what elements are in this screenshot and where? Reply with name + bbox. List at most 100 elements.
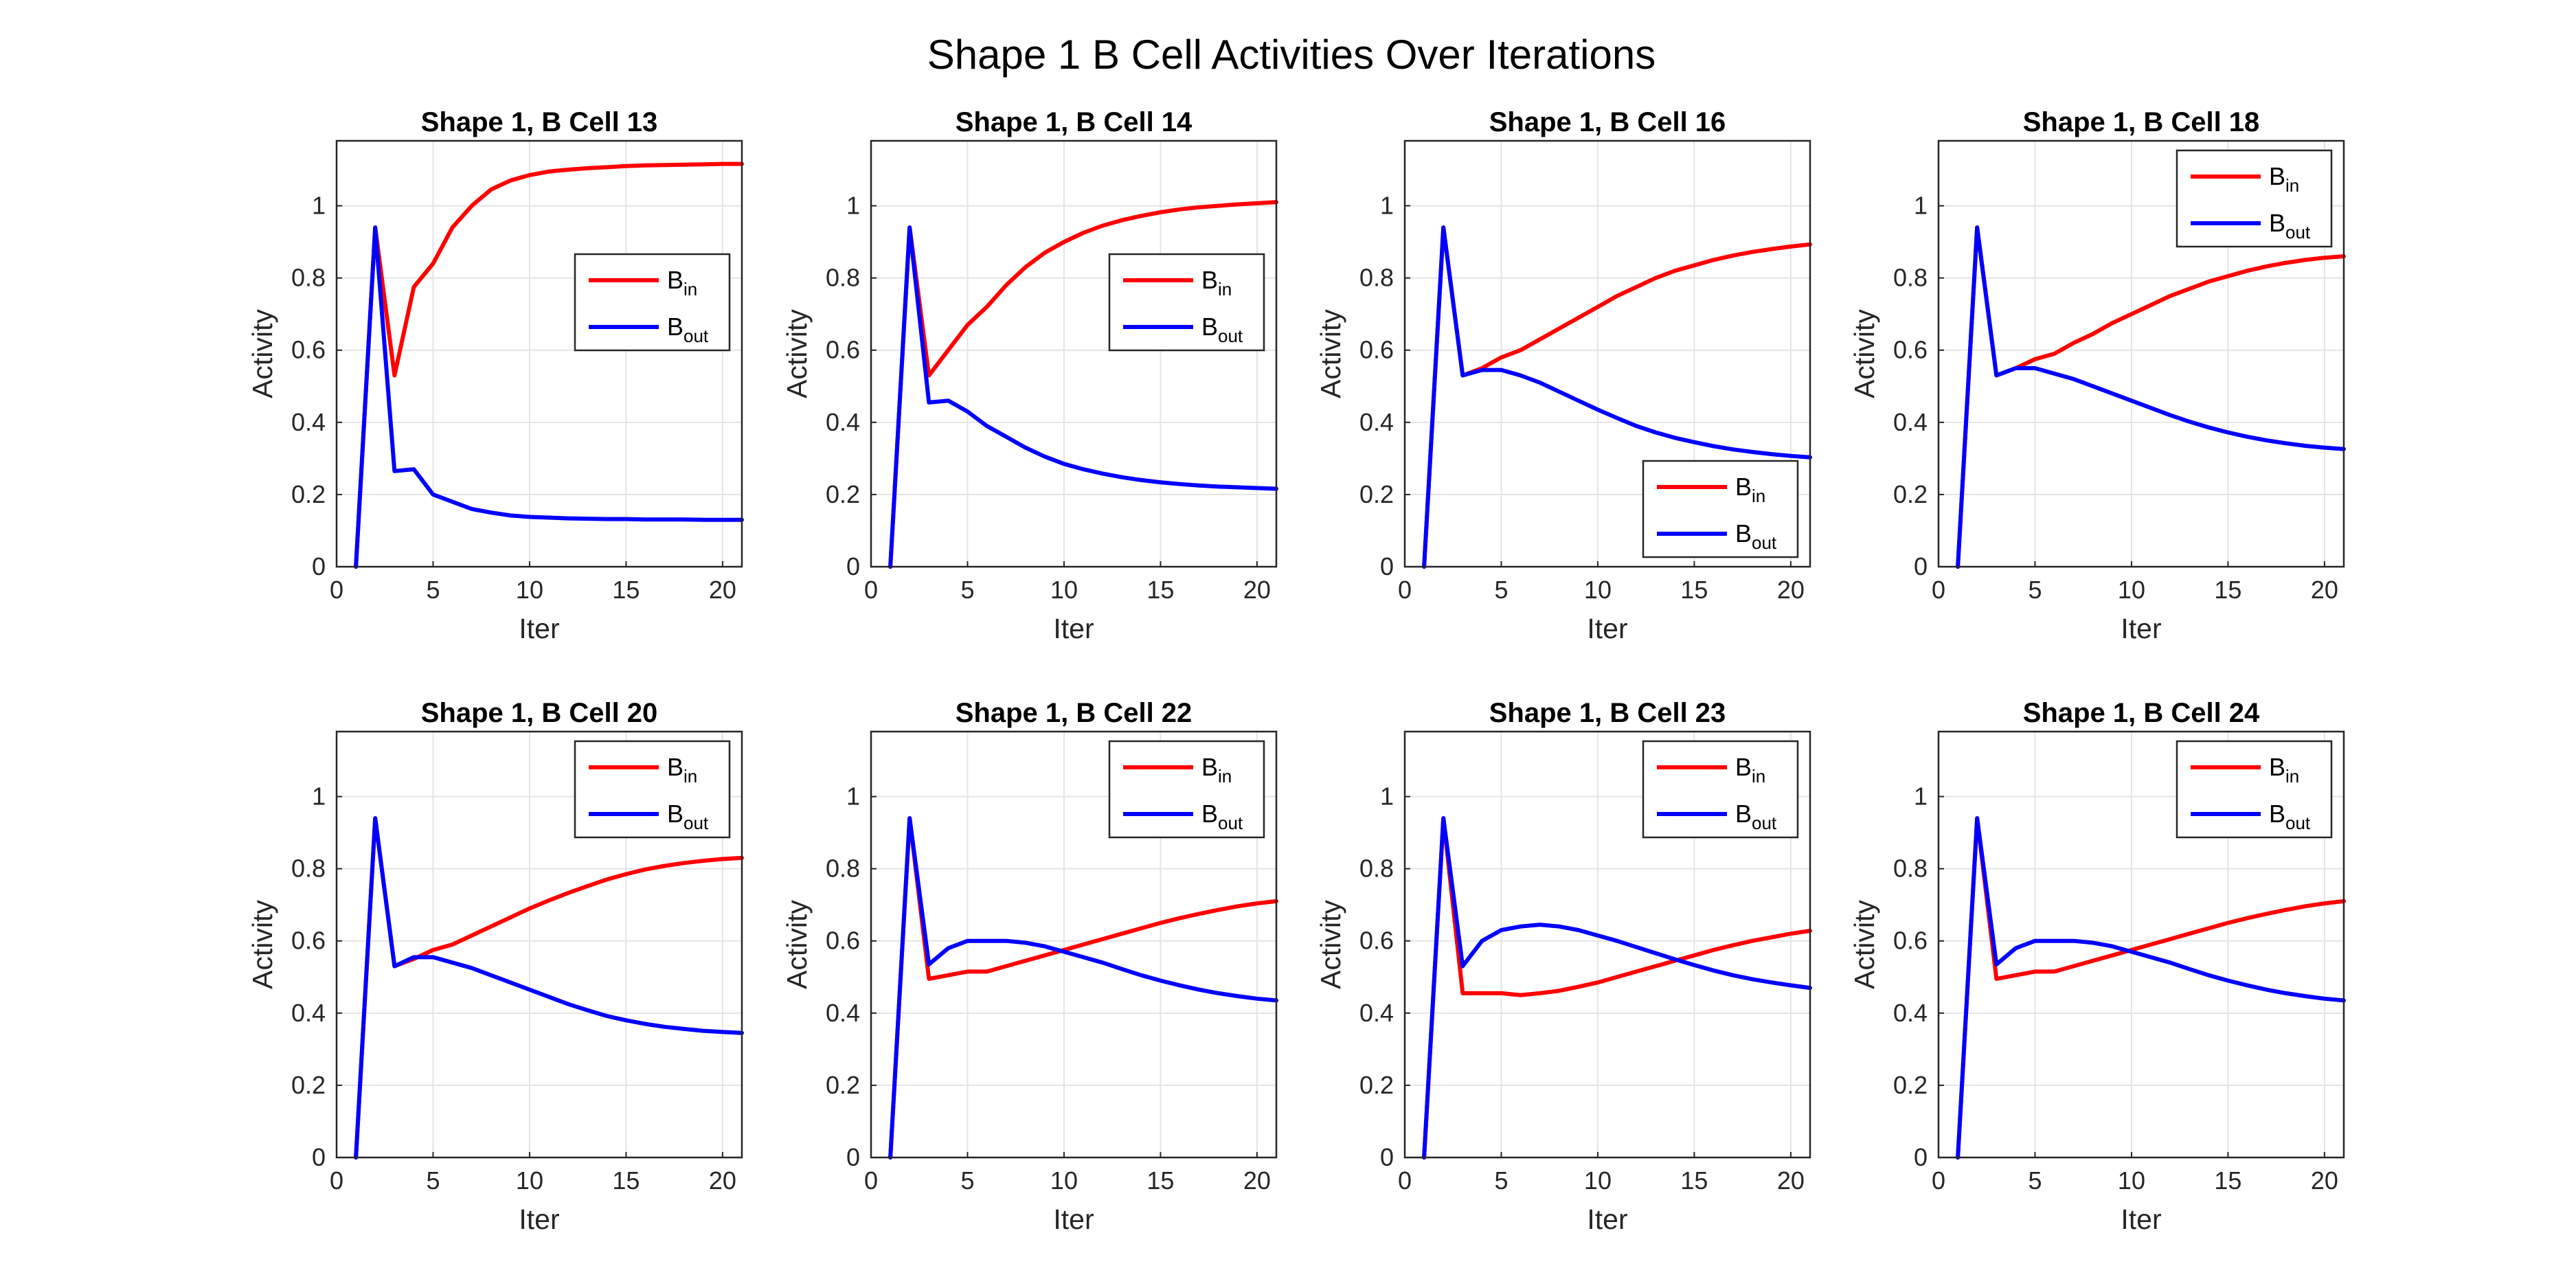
y-tick-label: 0.6 bbox=[1893, 927, 1928, 955]
x-tick-label: 20 bbox=[1777, 576, 1805, 604]
x-tick-label: 10 bbox=[516, 1166, 543, 1195]
x-tick-label: 20 bbox=[709, 1166, 736, 1195]
axes-box bbox=[1937, 730, 2345, 1159]
y-tick-label: 0 bbox=[1380, 552, 1394, 580]
y-axis-label: Activity bbox=[1849, 900, 1880, 989]
y-tick-label: 0.2 bbox=[1359, 1071, 1394, 1099]
subplot: 0 5 10 15 20 0 0.2 0.4 0.6 0.8 1 Iter Activity Shape … bbox=[247, 107, 744, 644]
y-tick-label: 0.4 bbox=[291, 999, 326, 1027]
axes-box bbox=[335, 139, 743, 568]
legend: Bin Bout bbox=[1108, 253, 1265, 352]
plot-area bbox=[871, 141, 1276, 567]
x-tick-label: 15 bbox=[612, 576, 640, 604]
y-axis-label: Activity bbox=[247, 309, 278, 398]
x-tick-label: 20 bbox=[1243, 1166, 1271, 1195]
subplot-title: Shape 1, B Cell 14 bbox=[956, 107, 1193, 137]
series-line-bin bbox=[1956, 816, 2346, 1160]
y-tick-label: 0 bbox=[1380, 1143, 1394, 1171]
y-tick-label: 1 bbox=[1914, 192, 1928, 220]
x-axis-label: Iter bbox=[1053, 1204, 1094, 1235]
y-tick-label: 0.4 bbox=[1893, 408, 1928, 436]
subplot: 0 5 10 15 20 0 0.2 0.4 0.6 0.8 1 Iter Activity Shape … bbox=[781, 698, 1278, 1235]
y-tick-label: 0 bbox=[846, 1143, 860, 1171]
y-tick-label: 1 bbox=[846, 192, 860, 220]
x-tick-label: 15 bbox=[2214, 1166, 2241, 1195]
y-tick-label: 0.6 bbox=[1893, 336, 1928, 364]
y-tick-label: 0.2 bbox=[291, 1071, 326, 1099]
series-line-bin bbox=[354, 161, 744, 569]
legend-box bbox=[574, 253, 731, 352]
x-tick-label: 20 bbox=[2311, 1166, 2338, 1195]
x-tick-label: 0 bbox=[330, 1166, 343, 1195]
y-tick-label: 0 bbox=[846, 552, 860, 580]
legend-box bbox=[1642, 460, 1799, 558]
y-tick-label: 1 bbox=[1380, 192, 1394, 220]
x-axis-label: Iter bbox=[2121, 1204, 2161, 1235]
subplot: 0 5 10 15 20 0 0.2 0.4 0.6 0.8 1 Iter Activity Shape … bbox=[1315, 698, 1812, 1235]
subplot-title: Shape 1, B Cell 20 bbox=[421, 698, 658, 728]
legend-box bbox=[1108, 253, 1265, 352]
y-tick-label: 0.4 bbox=[1359, 408, 1394, 436]
series-line-bout bbox=[1956, 225, 2346, 569]
x-tick-label: 5 bbox=[960, 1166, 974, 1195]
x-tick-label: 0 bbox=[1398, 576, 1412, 604]
subplot-title: Shape 1, B Cell 13 bbox=[421, 107, 658, 137]
y-tick-label: 0 bbox=[1914, 1143, 1928, 1171]
y-tick-label: 0 bbox=[312, 1143, 326, 1171]
legend-box bbox=[2176, 149, 2333, 248]
series-line-bout bbox=[354, 225, 744, 569]
y-axis-label: Activity bbox=[1315, 900, 1346, 989]
series-line-bout bbox=[1422, 225, 1812, 569]
x-tick-label: 5 bbox=[426, 576, 440, 604]
subplot: 0 5 10 15 20 0 0.2 0.4 0.6 0.8 1 Iter Activity Shape … bbox=[247, 698, 744, 1235]
x-axis-label: Iter bbox=[1587, 1204, 1627, 1235]
legend-label-bout: Bout bbox=[2269, 800, 2311, 833]
y-axis-label: Activity bbox=[1849, 309, 1880, 398]
series-line-bin bbox=[888, 816, 1278, 1160]
subplot-title: Shape 1, B Cell 22 bbox=[956, 698, 1193, 728]
y-tick-label: 0.8 bbox=[826, 264, 860, 292]
legend-box bbox=[2176, 740, 2333, 839]
x-tick-label: 5 bbox=[2028, 576, 2042, 604]
x-tick-label: 5 bbox=[2028, 1166, 2042, 1195]
y-tick-label: 1 bbox=[312, 782, 326, 811]
series-line-bin bbox=[1422, 816, 1812, 1160]
y-tick-label: 0.8 bbox=[291, 855, 326, 883]
series-line-bout bbox=[888, 816, 1278, 1160]
legend-box bbox=[1108, 740, 1265, 839]
legend-label-bout: Bout bbox=[1735, 519, 1777, 553]
x-tick-label: 10 bbox=[1584, 1166, 1612, 1195]
y-tick-label: 1 bbox=[846, 782, 860, 811]
legend-label-bin: Bin bbox=[2269, 162, 2299, 196]
x-tick-label: 0 bbox=[1932, 576, 1945, 604]
legend-label-bin: Bin bbox=[1735, 473, 1765, 506]
legend-box bbox=[1642, 740, 1799, 839]
x-tick-label: 10 bbox=[2118, 1166, 2145, 1195]
axes-box bbox=[1403, 730, 1811, 1159]
series-line-bin bbox=[1422, 225, 1812, 569]
x-axis-label: Iter bbox=[1587, 613, 1627, 644]
series-line-bin bbox=[1956, 225, 2346, 569]
y-tick-label: 0.2 bbox=[291, 480, 326, 508]
y-axis-label: Activity bbox=[781, 900, 813, 989]
y-tick-label: 0.4 bbox=[1893, 999, 1928, 1027]
x-tick-label: 20 bbox=[1243, 576, 1271, 604]
series-line-bout bbox=[1422, 816, 1812, 1160]
legend-label-bout: Bout bbox=[1201, 313, 1243, 346]
x-tick-label: 20 bbox=[709, 576, 736, 604]
x-tick-label: 15 bbox=[2214, 576, 2241, 604]
y-tick-label: 0.2 bbox=[826, 1071, 860, 1099]
x-tick-label: 10 bbox=[1050, 1166, 1078, 1195]
x-tick-label: 15 bbox=[1680, 1166, 1708, 1195]
y-tick-label: 0.8 bbox=[291, 264, 326, 292]
y-tick-label: 0.2 bbox=[1893, 1071, 1928, 1099]
legend-label-bin: Bin bbox=[1735, 753, 1765, 787]
y-tick-label: 0.8 bbox=[1893, 855, 1928, 883]
legend-label-bin: Bin bbox=[667, 266, 697, 300]
subplot: 0 5 10 15 20 0 0.2 0.4 0.6 0.8 1 Iter Activity Shape … bbox=[1315, 107, 1812, 644]
axes-box bbox=[1403, 139, 1811, 568]
y-tick-label: 0.6 bbox=[1359, 927, 1394, 955]
subplot-title: Shape 1, B Cell 18 bbox=[2023, 107, 2260, 137]
legend-label-bin: Bin bbox=[667, 753, 697, 787]
